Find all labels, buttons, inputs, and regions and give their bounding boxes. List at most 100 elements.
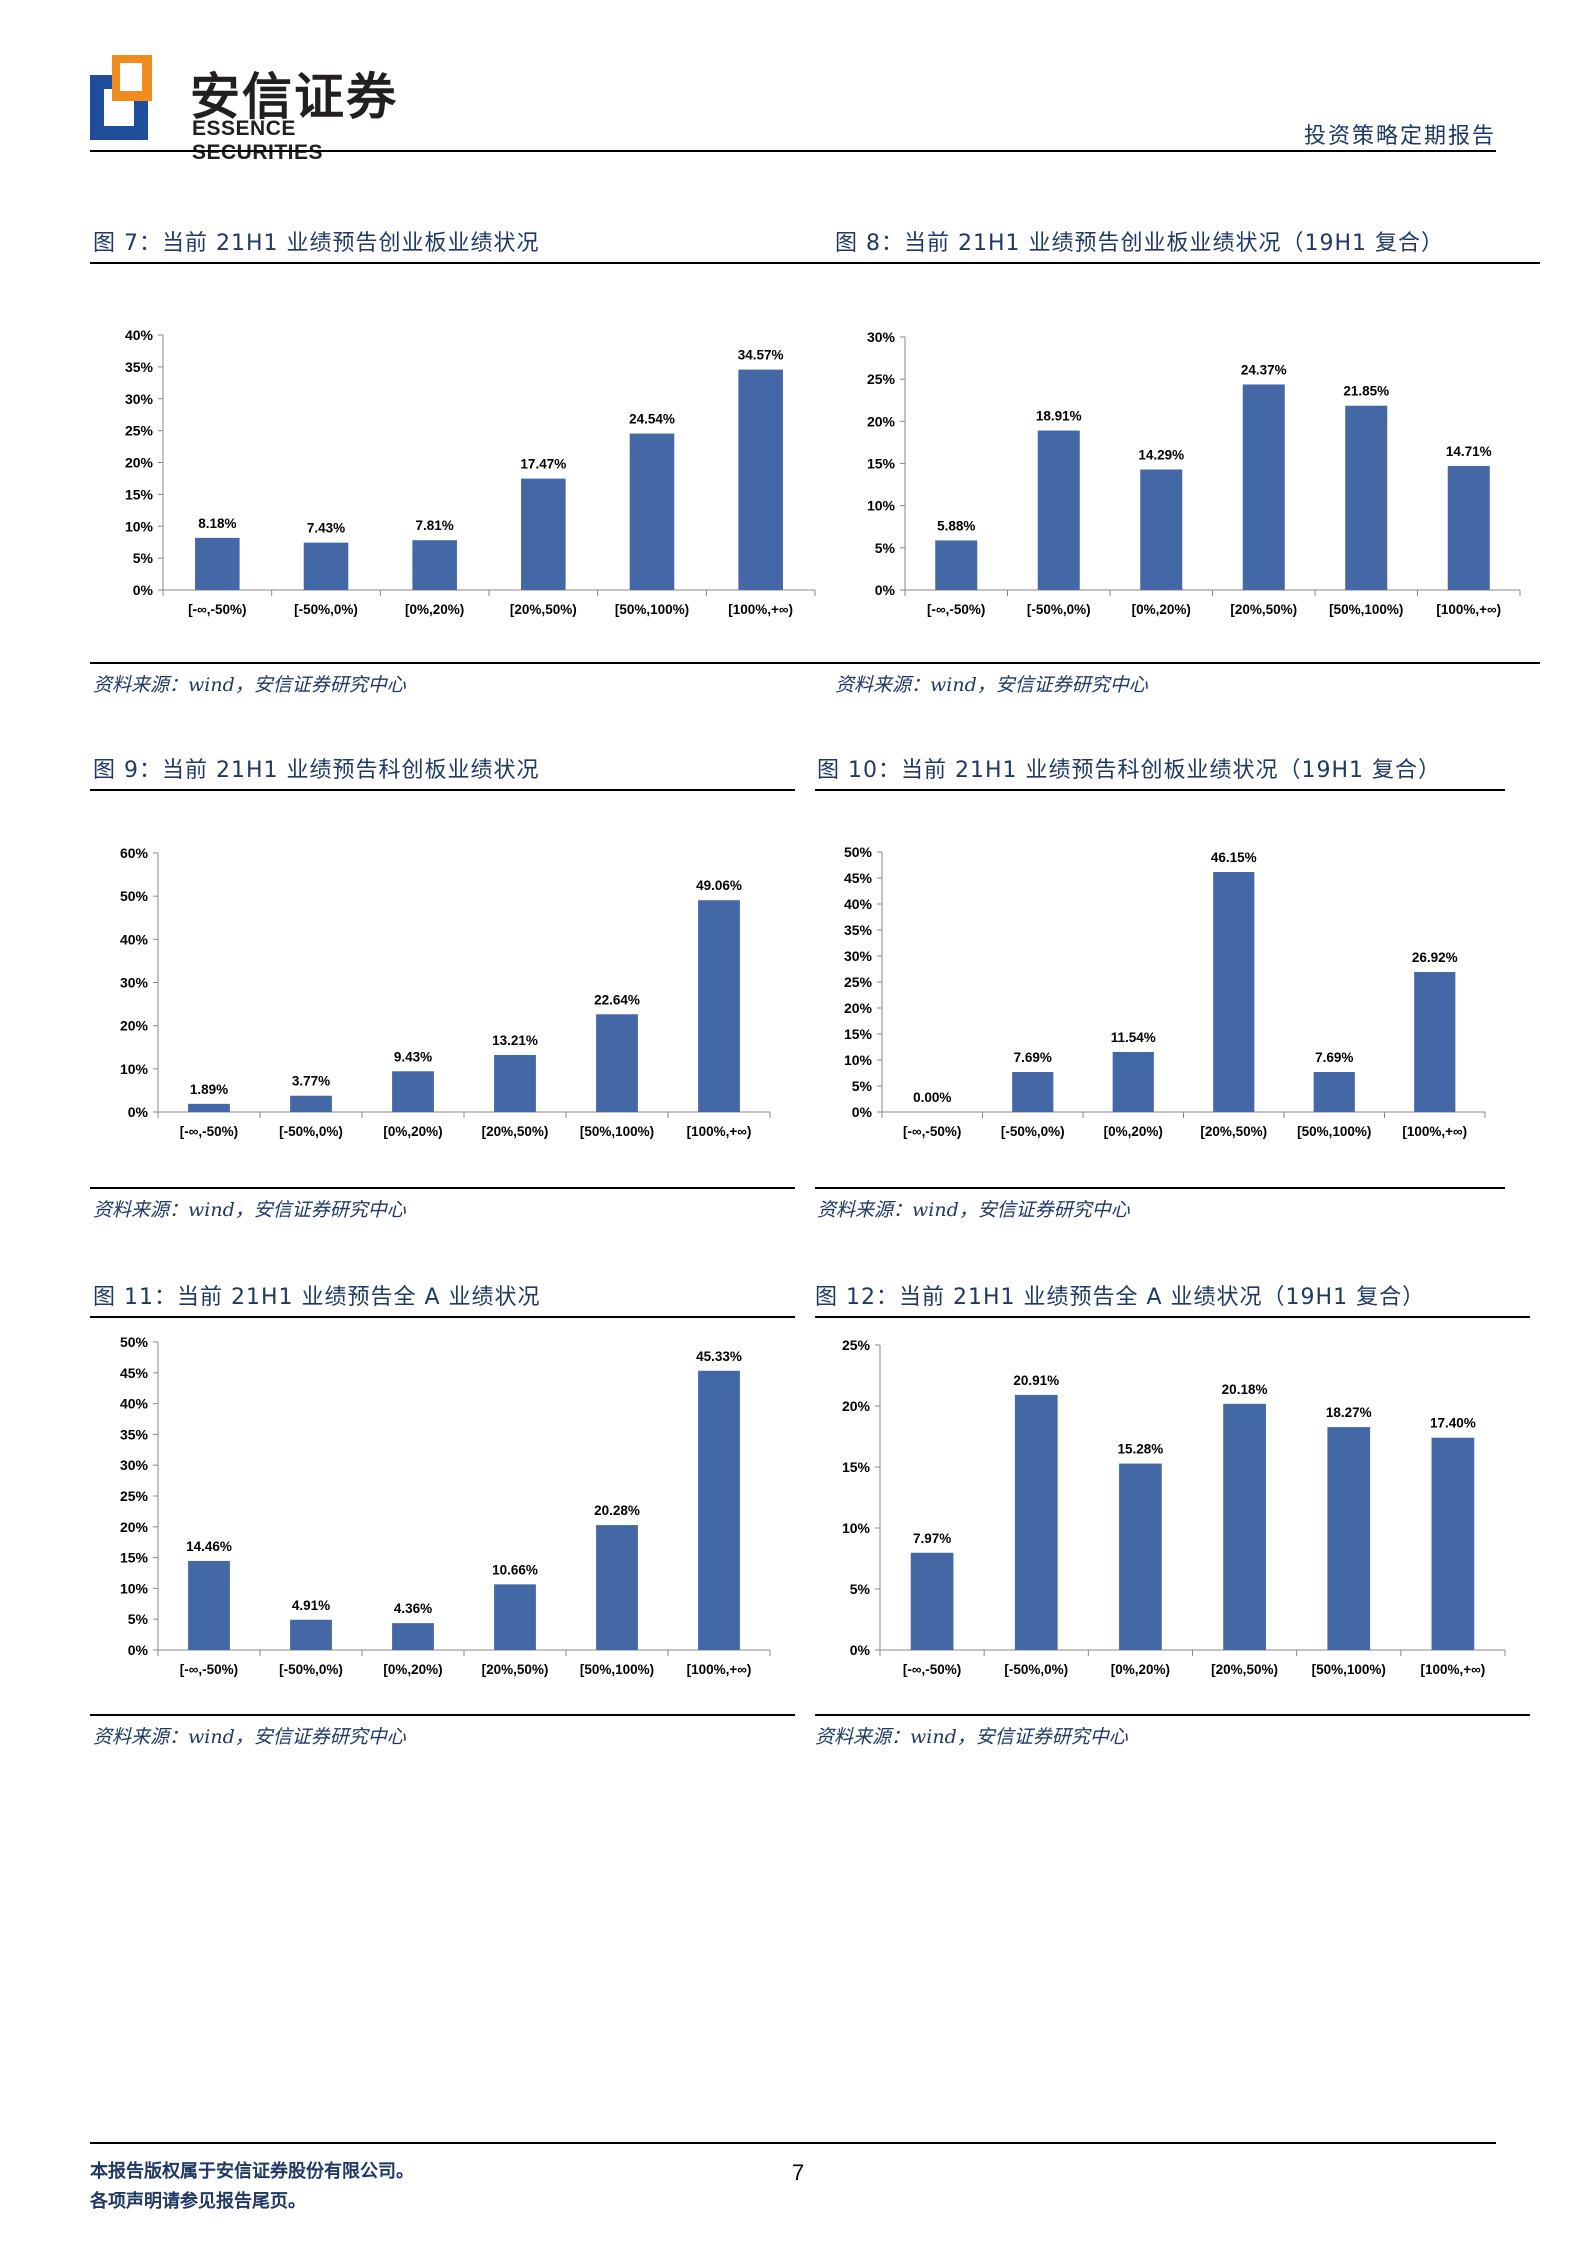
chart-11-x-tick-label: [-50%,0%) xyxy=(279,1662,343,1677)
chart-11-bar xyxy=(290,1619,332,1650)
chart-10-y-tick-label: 0% xyxy=(852,1104,873,1120)
chart-8-bar xyxy=(935,540,978,590)
chart-8-y-tick-label: 10% xyxy=(867,498,896,514)
chart-9-y-tick-label: 40% xyxy=(120,931,149,947)
chart-9-y-tick-label: 30% xyxy=(120,975,149,991)
chart-10-y-tick-label: 40% xyxy=(844,896,873,912)
logo-mark-icon xyxy=(90,55,152,140)
chart-9-data-label: 22.64% xyxy=(594,992,640,1007)
chart-12-data-label: 15.28% xyxy=(1118,1442,1164,1457)
chart-12-y-tick-label: 5% xyxy=(850,1581,871,1597)
chart-9-x-tick-label: [20%,50%) xyxy=(482,1124,549,1139)
chart-7-x-tick-label: [100%,+∞) xyxy=(728,602,793,617)
chart-12-x-tick-label: [-∞,-50%) xyxy=(903,1662,961,1677)
chart-10-data-label: 7.69% xyxy=(1315,1050,1353,1065)
chart-7-y-tick-label: 30% xyxy=(125,391,154,407)
chart-11-x-tick-label: [20%,50%) xyxy=(482,1662,549,1677)
chart-10-y-tick-label: 50% xyxy=(844,844,873,860)
chart-8-x-tick-label: [-∞,-50%) xyxy=(927,602,985,617)
chart-8-y-tick-label: 30% xyxy=(867,329,896,345)
chart-11-y-tick-label: 10% xyxy=(120,1580,149,1596)
chart-10-bar xyxy=(1112,1051,1154,1112)
footer-disclaimer: 本报告版权属于安信证券股份有限公司。 各项声明请参见报告尾页。 xyxy=(90,2157,414,2217)
chart-8-y-tick-label: 20% xyxy=(867,413,896,429)
footer-notice: 各项声明请参见报告尾页。 xyxy=(90,2191,306,2212)
chart-7-bar xyxy=(738,369,783,590)
chart-9-x-tick-label: [0%,20%) xyxy=(383,1124,442,1139)
chart-10-x-tick-label: [50%,100%) xyxy=(1297,1124,1371,1139)
logo-chinese-name: 安信证券 xyxy=(190,68,398,126)
chart-12-bar xyxy=(1014,1394,1058,1650)
chart-12-x-tick-label: [20%,50%) xyxy=(1211,1662,1278,1677)
chart-12-y-tick-label: 20% xyxy=(842,1398,871,1414)
chart-9-bar xyxy=(392,1071,434,1112)
chart-11-y-tick-label: 45% xyxy=(120,1365,149,1381)
chart-7-data-label: 17.47% xyxy=(520,457,566,472)
chart-8-bar xyxy=(1140,469,1183,590)
chart-8-title: 图 8：当前 21H1 业绩预告创业板业绩状况（19H1 复合） xyxy=(835,231,1444,256)
chart-9-data-label: 3.77% xyxy=(292,1074,330,1089)
footer-copyright: 本报告版权属于安信证券股份有限公司。 xyxy=(90,2161,414,2182)
chart-9-x-tick-label: [100%,+∞) xyxy=(687,1124,752,1139)
chart-11-y-tick-label: 50% xyxy=(120,1334,149,1350)
chart-12-y-tick-label: 25% xyxy=(842,1337,871,1353)
chart-9-x-tick-label: [-∞,-50%) xyxy=(180,1124,238,1139)
chart-11-bar xyxy=(494,1584,536,1650)
chart-7-bar xyxy=(412,540,457,590)
chart-11-x-tick-label: [50%,100%) xyxy=(580,1662,654,1677)
chart-8-source-note: 资料来源：wind，安信证券研究中心 xyxy=(835,674,1149,696)
chart-7-y-tick-label: 5% xyxy=(133,550,154,566)
chart-11-x-tick-label: [-∞,-50%) xyxy=(180,1662,238,1677)
chart-11-y-tick-label: 40% xyxy=(120,1396,149,1412)
chart-11-source-note: 资料来源：wind，安信证券研究中心 xyxy=(93,1726,407,1748)
chart-9-title: 图 9：当前 21H1 业绩预告科创板业绩状况 xyxy=(93,758,540,783)
chart-7-bar xyxy=(303,542,349,590)
chart-10-x-tick-label: [-50%,0%) xyxy=(1001,1124,1065,1139)
chart-8-bar xyxy=(1447,465,1490,590)
chart-10-y-tick-label: 30% xyxy=(844,948,873,964)
chart-8-y-tick-label: 0% xyxy=(875,582,896,598)
chart-10-y-tick-label: 5% xyxy=(852,1078,873,1094)
chart-11-data-label: 4.91% xyxy=(292,1598,330,1613)
chart-11-y-tick-label: 30% xyxy=(120,1457,149,1473)
document-type: 投资策略定期报告 xyxy=(1303,124,1496,149)
chart-8-data-label: 24.37% xyxy=(1241,362,1287,377)
chart-7-x-tick-label: [0%,20%) xyxy=(405,602,464,617)
chart-11-data-label: 14.46% xyxy=(186,1539,232,1554)
chart-8-data-label: 5.88% xyxy=(937,518,975,533)
chart-10-x-tick-label: [20%,50%) xyxy=(1200,1124,1267,1139)
chart-9-data-label: 1.89% xyxy=(190,1082,228,1097)
chart-11-y-tick-label: 35% xyxy=(120,1426,149,1442)
chart-10-data-label: 7.69% xyxy=(1014,1050,1052,1065)
chart-11-y-tick-label: 5% xyxy=(128,1611,149,1627)
chart-7-data-label: 7.81% xyxy=(416,518,454,533)
chart-12-data-label: 20.91% xyxy=(1013,1373,1059,1388)
chart-12-source-note: 资料来源：wind，安信证券研究中心 xyxy=(815,1726,1129,1748)
chart-12-bar xyxy=(910,1552,954,1650)
chart-7-title: 图 7：当前 21H1 业绩预告创业板业绩状况 xyxy=(93,231,540,256)
chart-9-bar xyxy=(494,1054,536,1112)
chart-12-x-tick-label: [50%,100%) xyxy=(1312,1662,1386,1677)
chart-12-y-tick-label: 10% xyxy=(842,1520,871,1536)
chart-10-data-label: 11.54% xyxy=(1111,1030,1156,1045)
chart-11-bar xyxy=(392,1623,434,1650)
chart-12-x-tick-label: [0%,20%) xyxy=(1111,1662,1170,1677)
chart-10-y-tick-label: 20% xyxy=(844,1000,873,1016)
chart-7-y-tick-label: 25% xyxy=(125,423,154,439)
chart-9-y-tick-label: 50% xyxy=(120,888,149,904)
chart-11-data-label: 10.66% xyxy=(492,1562,538,1577)
chart-11-y-tick-label: 20% xyxy=(120,1519,149,1535)
chart-11-bar xyxy=(596,1525,638,1650)
chart-9-bar xyxy=(188,1103,230,1112)
chart-7-x-tick-label: [-50%,0%) xyxy=(294,602,358,617)
chart-7-bar xyxy=(629,433,675,590)
chart-11-y-tick-label: 25% xyxy=(120,1488,149,1504)
chart-8-y-tick-label: 5% xyxy=(875,540,896,556)
chart-10-y-tick-label: 15% xyxy=(844,1026,873,1042)
chart-11-x-tick-label: [100%,+∞) xyxy=(687,1662,752,1677)
chart-10-bar xyxy=(1313,1072,1355,1112)
chart-11-data-label: 4.36% xyxy=(394,1601,432,1616)
chart-9-bar xyxy=(290,1095,332,1112)
chart-8-x-tick-label: [100%,+∞) xyxy=(1436,602,1501,617)
